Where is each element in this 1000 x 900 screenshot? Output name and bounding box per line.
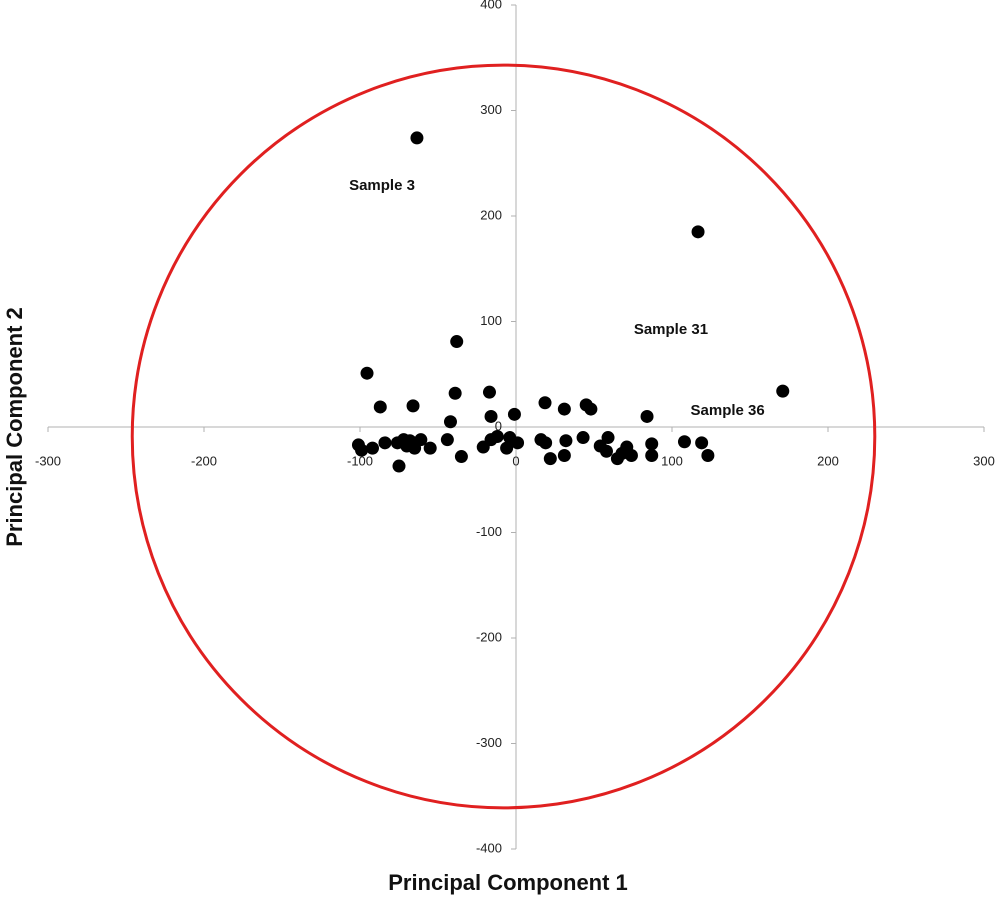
point [490, 429, 504, 443]
point [695, 436, 709, 450]
point [645, 448, 659, 462]
point [557, 448, 571, 462]
x-tick-label: 300 [973, 453, 995, 468]
point [360, 366, 374, 380]
point [599, 444, 613, 458]
point [645, 437, 659, 451]
point [601, 431, 615, 445]
x-tick-label: 200 [817, 453, 839, 468]
y-tick-label: 0 [495, 418, 502, 433]
point [378, 436, 392, 450]
y-tick-label: -400 [476, 840, 502, 855]
point [482, 385, 496, 399]
point [538, 396, 552, 410]
point [443, 415, 457, 429]
point [355, 443, 369, 457]
x-tick-label: -200 [191, 453, 217, 468]
point [410, 131, 424, 145]
point [450, 335, 464, 349]
x-tick-label: 0 [512, 453, 519, 468]
annotation: Sample 3 [349, 177, 415, 194]
point [557, 402, 571, 416]
annotation: Sample 36 [691, 402, 765, 419]
point [484, 409, 498, 423]
point [576, 431, 590, 445]
point [507, 407, 521, 421]
point [640, 409, 654, 423]
y-tick-label: -100 [476, 524, 502, 539]
point [448, 386, 462, 400]
x-axis-title: Principal Component 1 [388, 870, 628, 895]
y-tick-label: 300 [480, 102, 502, 117]
y-tick-label: -200 [476, 629, 502, 644]
x-tick-label: -100 [347, 453, 373, 468]
point [423, 441, 437, 455]
point [406, 399, 420, 413]
y-tick-label: 400 [480, 0, 502, 11]
point [776, 384, 790, 398]
confidence-ellipse [130, 63, 877, 810]
point [624, 448, 638, 462]
point [677, 435, 691, 449]
point [440, 433, 454, 447]
annotation: Sample 31 [634, 321, 708, 338]
x-tick-label: -300 [35, 453, 61, 468]
point [373, 400, 387, 414]
y-tick-label: -300 [476, 735, 502, 750]
x-tick-label: 100 [661, 453, 683, 468]
y-axis-title: Principal Component 2 [2, 307, 27, 547]
point [543, 452, 557, 466]
point [701, 448, 715, 462]
point [511, 436, 525, 450]
point [454, 450, 468, 464]
point [559, 434, 573, 448]
point [584, 402, 598, 416]
point [500, 441, 514, 455]
y-tick-label: 100 [480, 313, 502, 328]
y-tick-label: 200 [480, 207, 502, 222]
point [392, 459, 406, 473]
point [691, 225, 705, 239]
point [539, 436, 553, 450]
point [414, 433, 428, 447]
point [365, 441, 379, 455]
